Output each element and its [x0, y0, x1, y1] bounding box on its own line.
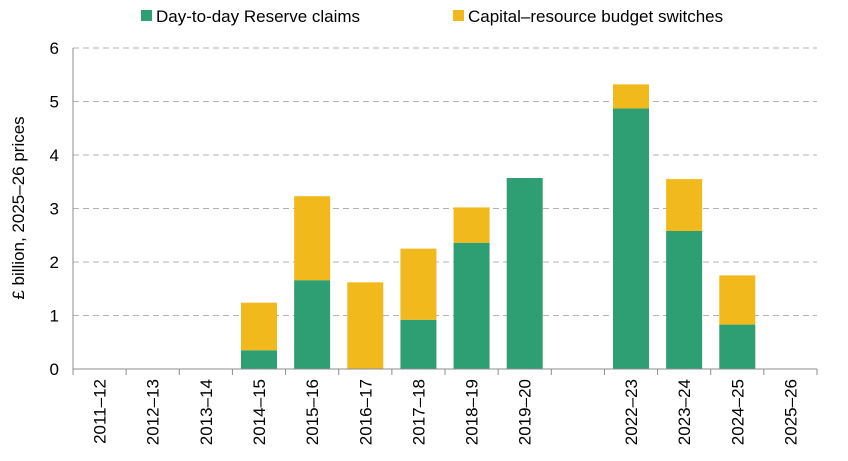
bar-capital-resource-2017–18	[400, 248, 437, 320]
x-tick-label: 2016–17	[356, 379, 375, 445]
bars	[241, 84, 756, 369]
bar-capital-resource-2022–23	[613, 84, 649, 109]
legend: Day-to-day Reserve claims Capital–resour…	[141, 7, 723, 26]
bar-day-to-day-2015–16	[294, 280, 331, 369]
x-axis: 2011–12 2012–13 2013–14 2014–15 2015–16 2016–…	[72, 368, 818, 445]
gridlines	[73, 47, 817, 316]
x-tick-label: 2025–26	[781, 379, 800, 445]
bar-day-to-day-2023–24	[666, 230, 703, 369]
legend-swatch-capital-resource	[453, 10, 464, 21]
y-tick-label: 6	[50, 39, 59, 58]
x-tick-label: 2012–13	[144, 379, 163, 445]
legend-swatch-day-to-day	[141, 10, 152, 21]
bar-day-to-day-2017–18	[400, 319, 437, 369]
bar-capital-resource-2023–24	[666, 179, 703, 231]
x-tick-label: 2017–18	[409, 379, 428, 445]
bar-day-to-day-2014–15	[241, 350, 277, 369]
bar-capital-resource-2016–17	[347, 282, 384, 369]
y-tick-label: 5	[50, 93, 59, 112]
x-tick-label: 2019–20	[516, 379, 535, 445]
bar-capital-resource-2014–15	[241, 302, 277, 351]
x-tick-label: 2013–14	[197, 379, 216, 445]
y-tick-label: 2	[50, 253, 59, 272]
x-tick-label: 2022–23	[622, 379, 641, 445]
y-axis-label: £ billion, 2025–26 prices	[9, 116, 28, 299]
bar-day-to-day-2024–25	[719, 324, 756, 369]
y-axis-ticks: 0 1 2 3 4 5 6	[50, 39, 74, 379]
y-tick-label: 3	[50, 200, 59, 219]
bar-day-to-day-2019–20	[506, 178, 543, 369]
x-tick-label: 2023–24	[675, 379, 694, 445]
x-tick-label: 2014–15	[250, 379, 269, 445]
y-tick-label: 4	[50, 146, 59, 165]
bar-capital-resource-2024–25	[719, 275, 756, 325]
x-tick-label: 2011–12	[91, 379, 110, 444]
bar-capital-resource-2015–16	[294, 196, 331, 281]
bar-day-to-day-2018–19	[453, 242, 490, 369]
x-tick-label: 2024–25	[728, 379, 747, 445]
bar-capital-resource-2018–19	[453, 207, 490, 243]
legend-label-day-to-day: Day-to-day Reserve claims	[156, 7, 360, 26]
legend-label-capital-resource: Capital–resource budget switches	[468, 7, 723, 26]
bar-day-to-day-2022–23	[613, 108, 649, 369]
y-tick-label: 0	[50, 360, 59, 379]
x-tick-label: 2015–16	[303, 379, 322, 445]
y-tick-label: 1	[50, 307, 59, 326]
x-tick-label: 2018–19	[463, 379, 482, 445]
